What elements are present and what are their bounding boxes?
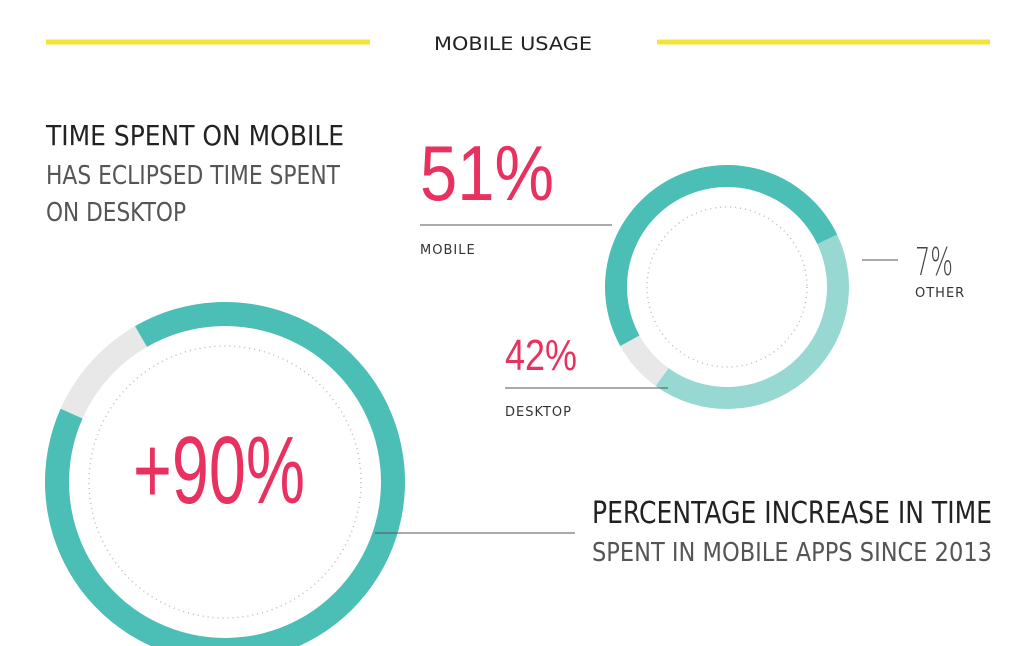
value-label: +90% xyxy=(133,417,305,524)
category-label: OTHER xyxy=(915,286,965,301)
value-label: 51% xyxy=(420,129,554,217)
category-label: DESKTOP xyxy=(505,405,572,420)
value-label: 7% xyxy=(915,240,953,284)
ring-segment xyxy=(620,335,669,386)
chart-subtitle: HAS ECLIPSED TIME SPENT xyxy=(46,161,340,191)
inner-dots xyxy=(646,206,808,368)
value-label: 42% xyxy=(505,331,577,380)
ring-segment xyxy=(605,165,838,347)
chart-subtitle: ON DESKTOP xyxy=(46,198,186,228)
header: MOBILE USAGE xyxy=(434,33,592,55)
chart-title: PERCENTAGE INCREASE IN TIME xyxy=(592,496,992,531)
chart-title: TIME SPENT ON MOBILE xyxy=(45,119,344,152)
inner-dots xyxy=(88,345,362,619)
ring-segment xyxy=(655,234,850,409)
chart-subtitle: SPENT IN MOBILE APPS SINCE 2013 xyxy=(592,538,992,568)
category-label: MOBILE xyxy=(420,243,476,258)
